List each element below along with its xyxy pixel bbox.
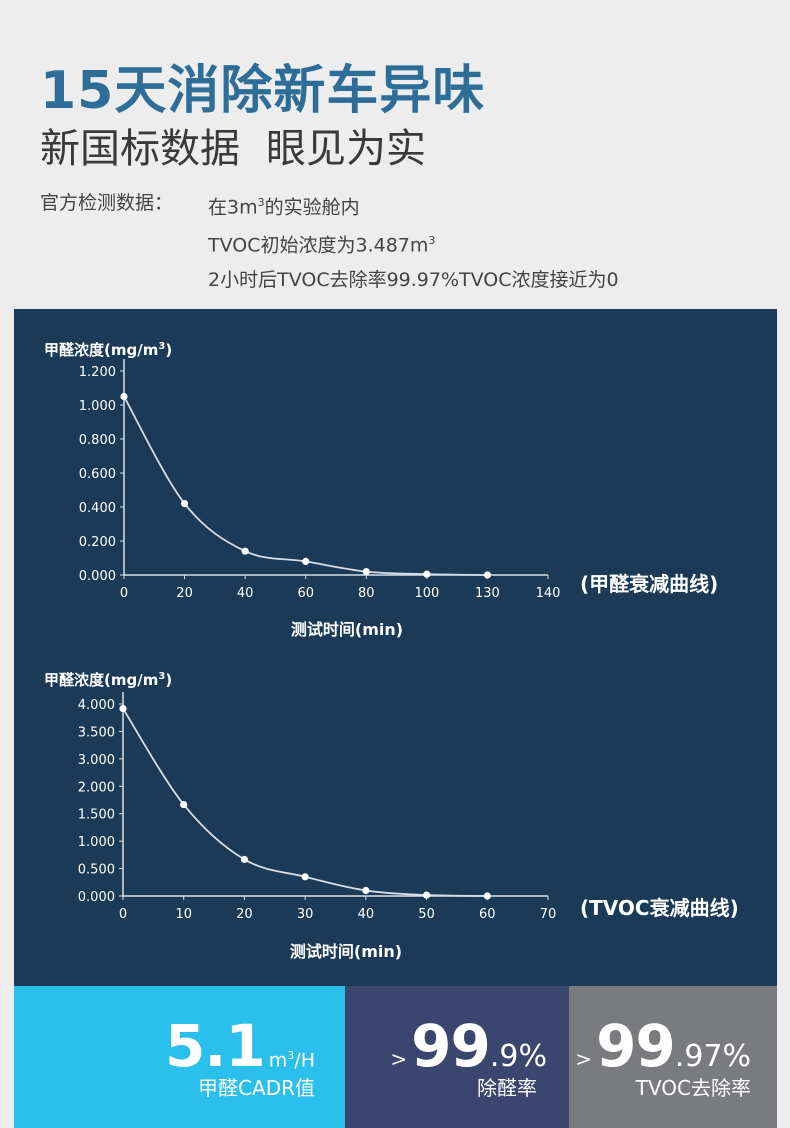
chart-1-y-tick-label: 0.200 — [79, 535, 116, 550]
chart-1-data-point — [180, 500, 189, 508]
chart-1-y-tick-label: 0.000 — [79, 569, 116, 584]
chart-2-data-point — [301, 873, 309, 881]
subtitle-part-a: 新国标数据 — [40, 126, 240, 172]
stat-formaldehyde-removal: > 99 .9% 除醛率 — [345, 986, 569, 1128]
chart-2-y-tick-label: 1.500 — [78, 808, 115, 823]
chart-2-y-tick-label: 3.500 — [78, 725, 115, 740]
chart-2-data-point — [422, 891, 431, 899]
stat-formaldehyde-caption: 除醛率 — [477, 1076, 537, 1100]
page-title: 15天消除新车异味 — [40, 61, 486, 121]
stat-tvoc-caption: TVOC去除率 — [635, 1076, 751, 1100]
chart-1-series-line — [123, 396, 488, 576]
chart-2-y-tick-label: 4.000 — [78, 698, 115, 713]
stat-formaldehyde-value: 99 — [411, 1012, 491, 1080]
chart-1-data-point — [241, 547, 249, 555]
stat-cadr-caption: 甲醛CADR值 — [198, 1076, 315, 1100]
stats-bar: 5.1 m3/H 甲醛CADR值 > 99 .9% 除醛率 > 99 .97% … — [14, 986, 777, 1128]
stat-cadr-value: 5.1 — [165, 1012, 266, 1080]
chart-1-x-tick-label: 0 — [120, 586, 128, 601]
chart-2-x-tick-label: 30 — [297, 907, 314, 922]
chart-1-x-tick-label: 20 — [176, 586, 193, 601]
chart-1-x-tick-label: 130 — [475, 586, 500, 601]
chart-1-x-tick-label: 100 — [414, 586, 439, 601]
description-label: 官方检测数据： — [40, 192, 174, 214]
stat-tvoc-decimal: .97% — [674, 1039, 751, 1074]
chart-2-x-tick-label: 50 — [418, 907, 435, 922]
chart-2-data-point — [119, 704, 127, 713]
description-line-1: 在3m3的实验舱内 — [208, 196, 360, 219]
chart-2-xlabel: 测试时间(min) — [290, 942, 402, 961]
stat-formaldehyde-prefix: > — [390, 1047, 408, 1071]
chart-1-x-tick-label: 60 — [297, 586, 314, 601]
chart-1-data-point — [423, 570, 431, 578]
chart-1-x-tick-label: 80 — [358, 586, 375, 601]
chart-2-x-tick-label: 10 — [175, 907, 192, 922]
subtitle-part-b: 眼见为实 — [266, 126, 426, 172]
chart-2-data-point — [362, 886, 370, 895]
chart-1-y-tick-label: 0.800 — [79, 433, 116, 448]
chart-1-data-point — [302, 557, 310, 565]
description-line-3: 2小时后TVOC去除率99.97%TVOC浓度接近为0 — [208, 268, 619, 291]
chart-2-data-point — [180, 800, 188, 809]
chart-1-curve-label: (甲醛衰减曲线) — [580, 572, 718, 596]
chart-1-y-tick-label: 1.200 — [79, 365, 116, 380]
chart-2-data-point — [483, 892, 491, 900]
chart-2-y-tick-label: 0.500 — [78, 863, 115, 878]
stat-cadr-unit: m3/H — [268, 1048, 315, 1071]
chart-1-xlabel: 测试时间(min) — [291, 620, 403, 639]
chart-1-x-tick-label: 140 — [536, 586, 561, 601]
stat-tvoc-value: 99 — [596, 1012, 676, 1080]
chart-1-y-tick-label: 1.000 — [79, 399, 116, 414]
chart-2-data-point — [240, 855, 249, 864]
stat-cadr: 5.1 m3/H 甲醛CADR值 — [14, 986, 345, 1128]
chart-2-y-tick-label: 3.000 — [78, 753, 115, 768]
chart-2-series-line — [122, 708, 488, 897]
stat-tvoc-prefix: > — [575, 1047, 593, 1071]
decay-charts: 甲醛浓度(mg/m3) 0.000 0.200 0.400 0.600 0.800 1.00… — [44, 341, 739, 961]
page-subtitle: 新国标数据 眼见为实 — [40, 116, 426, 174]
chart-2-curve-label: (TVOC衰减曲线) — [580, 896, 739, 920]
stat-tvoc-removal: > 99 .97% TVOC去除率 — [569, 986, 777, 1128]
chart-2-y-tick-label: 2.000 — [78, 780, 115, 795]
chart-panel: 甲醛浓度(mg/m3) 0.000 0.200 0.400 0.600 0.800 1.00… — [14, 309, 777, 986]
description-line-2: TVOC初始浓度为3.487m3 — [208, 234, 436, 257]
chart-1-y-tick-label: 0.400 — [79, 501, 116, 516]
chart-1-data-point — [483, 571, 492, 579]
chart-1-ylabel: 甲醛浓度(mg/m3) — [44, 341, 172, 359]
chart-1-data-point — [362, 568, 370, 576]
chart-2-x-tick-label: 20 — [236, 907, 253, 922]
chart-1-data-point — [120, 392, 128, 401]
chart-2-y-tick-label: 0.000 — [78, 890, 115, 905]
chart-2-x-tick-label: 70 — [540, 907, 557, 922]
chart-2-ylabel: 甲醛浓度(mg/m3) — [44, 671, 172, 689]
stat-formaldehyde-decimal: .9% — [489, 1039, 547, 1074]
test-description: 官方检测数据： 在3m3的实验舱内 TVOC初始浓度为3.487m3 2小时后T… — [40, 186, 619, 297]
chart-2-y-tick-label: 1.000 — [78, 835, 115, 850]
chart-2-x-tick-label: 60 — [479, 907, 496, 922]
chart-1-x-tick-label: 40 — [237, 586, 254, 601]
chart-1-y-tick-label: 0.600 — [79, 467, 116, 482]
chart-2-x-tick-label: 40 — [358, 907, 375, 922]
chart-2-x-tick-label: 0 — [119, 907, 127, 922]
